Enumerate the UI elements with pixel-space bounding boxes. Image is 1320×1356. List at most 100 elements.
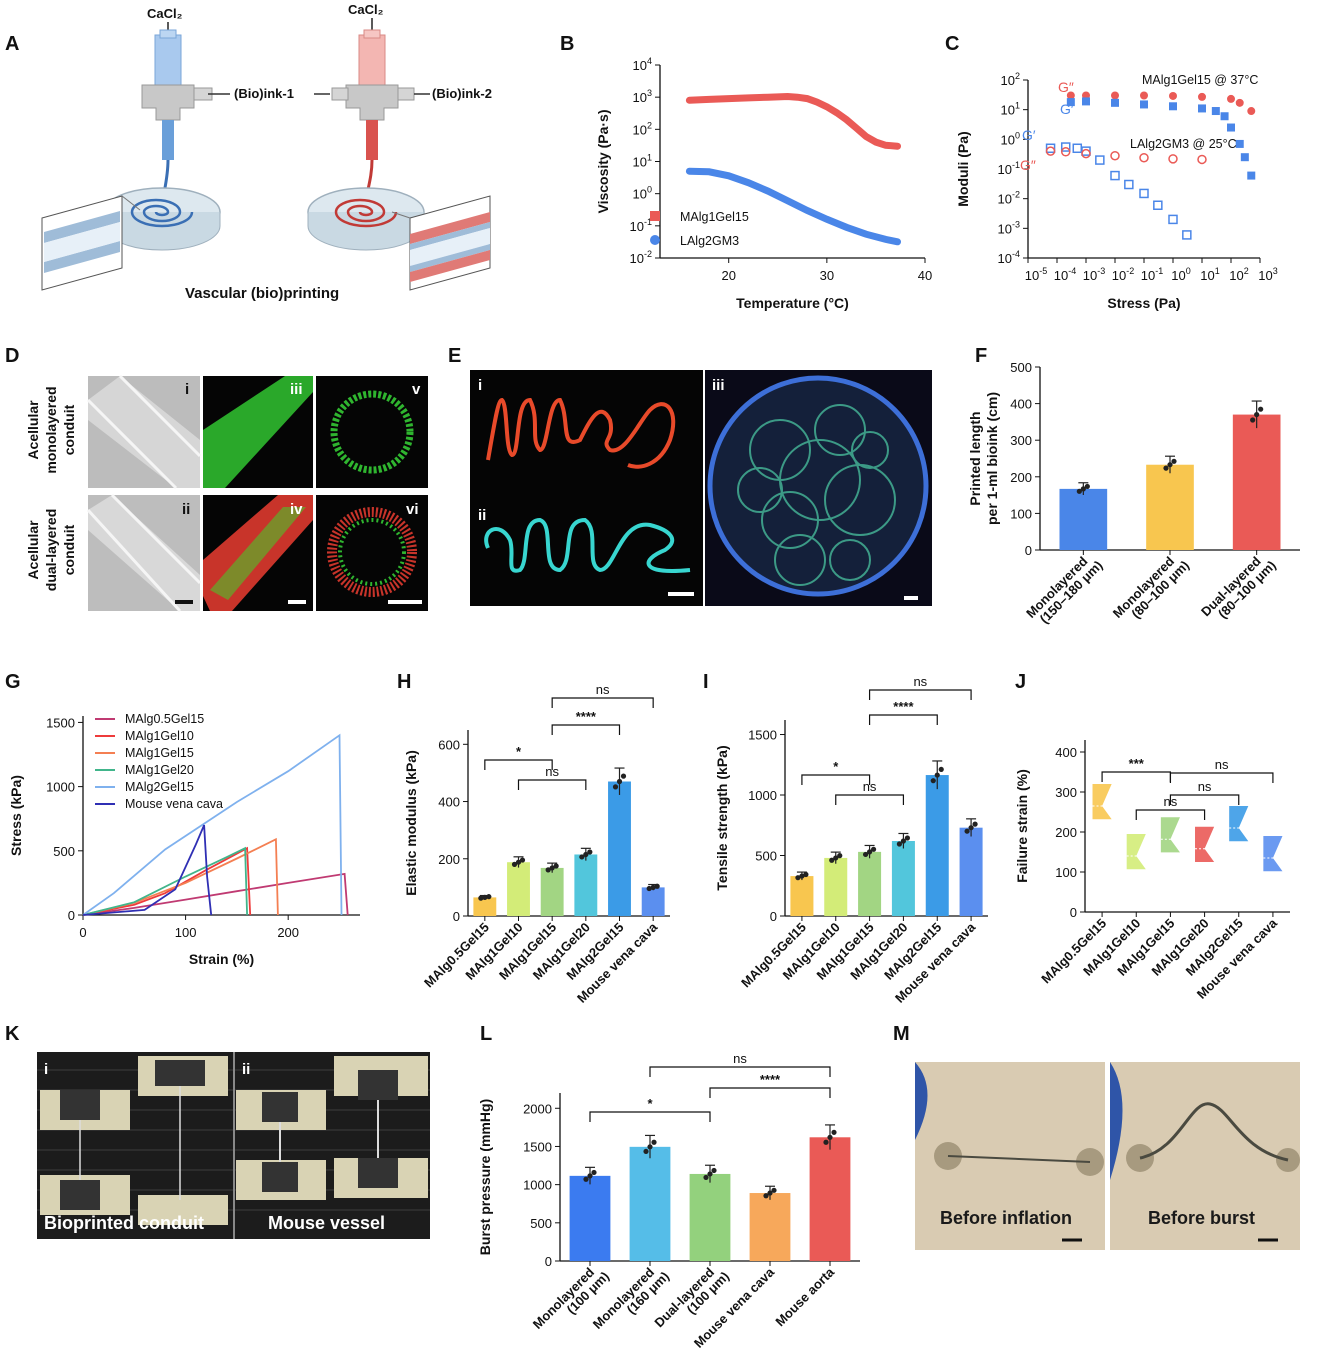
data-point [827,1134,833,1140]
panel-letter-g: G [5,671,21,693]
y-tick-label: 10-2 [630,249,652,266]
bar [1232,414,1281,550]
significance-bracket [868,714,938,725]
series-line-Mouse vena cava [82,824,213,916]
data-point [1153,200,1163,210]
significance-label: ns [1215,757,1229,772]
data-point [545,867,551,873]
panel-m-images: Before inflation Before burst [915,1062,1300,1250]
data-point [1140,100,1148,109]
y-tick-label: 500 [755,849,777,864]
significance-bracket [551,724,621,735]
scale-bar [175,600,193,604]
dish-outline [707,375,929,597]
significance-label: ns [596,682,610,697]
y-tick-label: 100 [1010,506,1032,521]
data-point [1169,102,1177,111]
y-tick-label: 600 [438,737,460,752]
significance-label: ns [733,1051,747,1066]
significance-label: * [833,759,839,774]
significance-label: * [647,1096,653,1111]
data-point [515,859,522,865]
violin-shape [1092,784,1112,820]
y-tick-label: 103 [633,88,652,105]
y-tick-label: 1000 [46,780,75,795]
x-tick-label: 103 [1258,266,1277,283]
roman-k-i: i [44,1061,48,1078]
panel-b-viscosity-chart: 10-2 10-1 100 101 102 103 104 20 30 40 Temperature… [595,56,932,311]
data-point [1168,154,1178,164]
grip-clamp [60,1180,100,1210]
bar [749,1193,791,1261]
data-point [1227,123,1235,132]
series-line-MAlg2Gel15 [82,733,343,916]
data-point [647,1144,653,1150]
y-axis-title: Moduli (Pa) [955,131,971,206]
glove [1110,1062,1123,1180]
y-tick-label: 102 [1001,71,1020,88]
data-point [511,861,518,867]
legend-label: MAlg2Gel15 [125,780,194,794]
violin-shape [1263,836,1283,872]
data-point [837,853,843,859]
data-point [1110,150,1120,161]
row1-label-line3: conduit [61,404,77,455]
y-axis-title: Elastic modulus (kPa) [403,750,419,895]
data-point [587,1173,593,1179]
y-tick-label: 102 [633,120,652,137]
legend-label: MAlg0.5Gel15 [125,712,204,726]
y-tick-label: 400 [438,795,460,810]
y-tick-label: 100 [1001,130,1020,147]
data-point [1254,411,1260,418]
panel-k-images: i ii Bioprinted conduit Mouse vessel [37,1052,430,1239]
data-point [1163,465,1169,471]
y-tick-label: 0 [68,908,75,923]
annotation: MAlg1Gel15 @ 37°C [1142,73,1258,87]
glove [915,1062,928,1140]
nozzle-outer-right [358,34,386,86]
x-tick-label: 102 [1229,266,1248,283]
data-point [650,884,656,890]
series-line-MAlg1Gel20 [82,846,248,916]
data-point [1072,143,1083,154]
y-tick-label: 2000 [523,1101,552,1116]
y-tick-label: 1000 [523,1178,552,1193]
series-label-gprime: G′ [1022,127,1036,143]
roman-iii: iii [290,381,303,398]
data-point [1111,91,1119,100]
y-tick-label: 500 [530,1216,552,1231]
data-point [1140,91,1148,100]
series-line-LAlg2GM3 [685,167,901,246]
data-point [591,1169,597,1176]
y-axis-title: Burst pressure (mmHg) [477,1099,493,1255]
data-point [583,1176,589,1182]
x-tick-label: 200 [277,925,299,940]
y-tick-label: 1500 [748,728,777,743]
bar [540,867,564,916]
data-point [1066,98,1075,107]
panel-letter-k: K [5,1023,20,1045]
roman-k-ii: ii [242,1061,250,1078]
data-point [763,1193,769,1199]
y-axis-title: Stress (kPa) [8,775,24,856]
image-e-left [470,370,703,606]
y-tick-label: 0 [545,1254,552,1269]
significance-bracket [1135,809,1206,820]
row1-label-line1: Acellular [25,400,41,460]
ring-green [338,518,406,586]
roman-v: v [412,381,421,398]
ring-green [330,390,414,474]
grip-clamp [155,1060,205,1086]
panel-letter-a: A [5,33,19,55]
data-point [646,885,652,892]
significance-bracket [1169,772,1274,783]
data-point [1081,148,1091,159]
conduit-edge [86,508,182,613]
data-point [829,857,835,863]
conduit-bf [88,376,200,488]
x-category-label: Mouse aorta [772,1264,837,1329]
series-label-gprime: G′ [1060,101,1074,117]
bar [809,1137,851,1261]
y-tick-label: 10-2 [998,190,1020,207]
significance-bracket [517,779,587,790]
